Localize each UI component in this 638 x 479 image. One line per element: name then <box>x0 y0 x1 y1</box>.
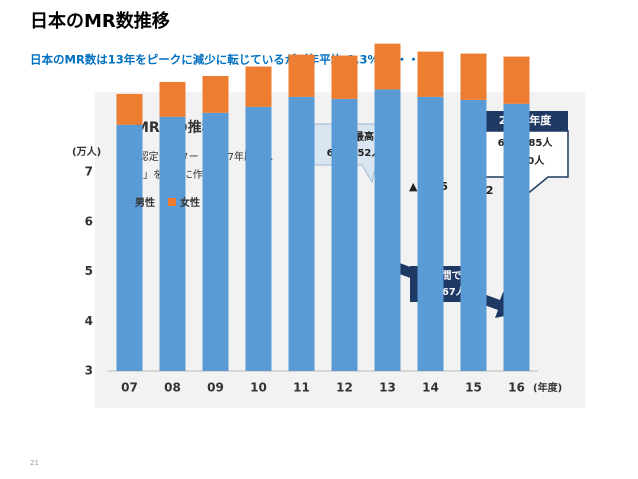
x-tick-label: 08 <box>164 381 181 395</box>
bar-segment <box>202 112 229 372</box>
y-tick-label: 7 <box>85 165 93 179</box>
bar-segment <box>159 116 186 371</box>
x-tick-label: 16 <box>508 381 525 395</box>
page-number: 21 <box>30 459 39 467</box>
bar-segment <box>245 106 272 371</box>
bar-segment <box>116 93 143 125</box>
legend-label: 女性 <box>180 196 200 209</box>
bar-segment <box>374 43 401 90</box>
bar-segment <box>245 66 272 107</box>
bar-segment <box>417 96 444 371</box>
legend-label: 男性 <box>135 196 155 209</box>
bar-segment <box>460 53 487 100</box>
y-tick-label: 4 <box>85 314 93 328</box>
y-tick-label: 6 <box>85 214 93 228</box>
x-tick-label: 14 <box>422 381 439 395</box>
bar-segment <box>503 103 530 371</box>
legend-swatch <box>168 198 176 206</box>
x-tick-label: 10 <box>250 381 267 395</box>
x-tick-label: 07 <box>121 381 138 395</box>
bar-segment <box>288 96 315 371</box>
bar-segment <box>417 51 444 97</box>
x-tick-label: 09 <box>207 381 224 395</box>
x-unit: (年度) <box>533 381 562 394</box>
y-unit: (万人) <box>72 145 101 158</box>
bar-segment <box>331 55 358 99</box>
x-tick-label: 12 <box>336 381 353 395</box>
y-tick-label: 3 <box>85 364 93 378</box>
slide-title: 日本のMR数推移 <box>30 10 170 32</box>
y-tick-label: 5 <box>85 264 93 278</box>
x-tick-label: 13 <box>379 381 396 395</box>
legend-swatch <box>123 198 131 206</box>
bar-segment <box>116 124 143 371</box>
slide-subtitle: 日本のMR数は13年をピークに減少に転じているが（年平均-1.3%）・・・ <box>30 53 419 67</box>
bar-segment <box>374 89 401 371</box>
x-tick-label: 11 <box>293 381 310 395</box>
bar-segment <box>331 98 358 372</box>
x-tick-label: 15 <box>465 381 482 395</box>
bar-segment <box>202 75 229 113</box>
bar-segment <box>460 99 487 372</box>
bar-segment <box>503 56 530 104</box>
bar-segment <box>288 54 315 97</box>
bar-segment <box>159 81 186 117</box>
